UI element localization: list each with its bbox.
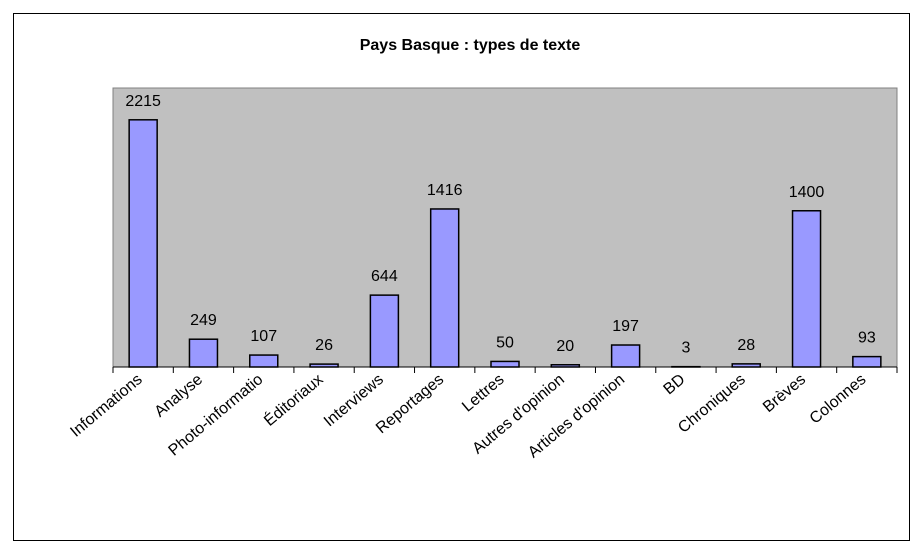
- value-label: 28: [737, 337, 755, 354]
- bar: [731, 363, 761, 368]
- chart-title: Pays Basque : types de texte: [360, 37, 581, 54]
- bar: [188, 338, 219, 368]
- value-label: 1416: [427, 182, 463, 199]
- value-label: 3: [681, 340, 690, 357]
- bar: [791, 210, 822, 368]
- value-label: 197: [612, 318, 639, 335]
- value-label: 1400: [789, 184, 825, 201]
- value-label: 26: [315, 337, 333, 354]
- value-label: 20: [556, 338, 574, 355]
- bar: [369, 294, 400, 368]
- bar: [128, 119, 158, 368]
- value-label: 107: [250, 328, 277, 345]
- value-label: 93: [858, 330, 876, 347]
- value-label: 249: [190, 312, 217, 329]
- bar: [309, 363, 339, 368]
- plot-area: [112, 87, 898, 368]
- bar: [550, 364, 581, 368]
- value-label: 644: [371, 268, 398, 285]
- bar: [249, 354, 279, 368]
- bar: [429, 208, 460, 368]
- value-label: 50: [496, 334, 514, 351]
- bar: [490, 360, 520, 368]
- bar: [852, 355, 882, 368]
- bar: [610, 344, 641, 368]
- value-label: 2215: [125, 93, 161, 110]
